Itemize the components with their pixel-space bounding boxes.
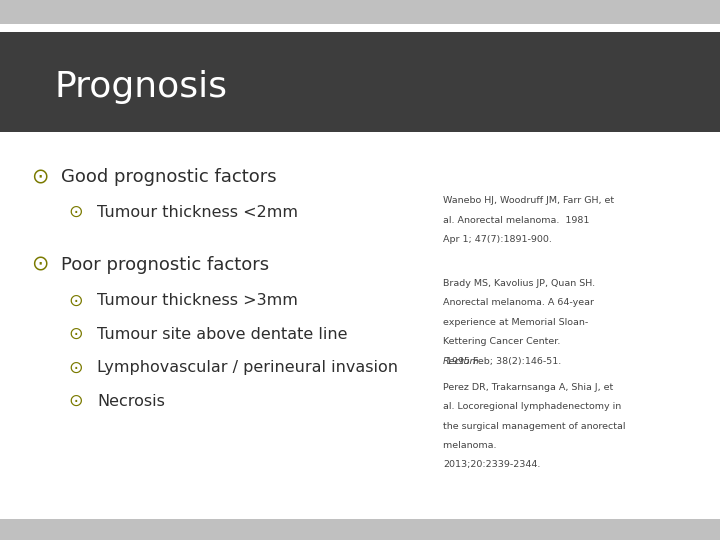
Text: Tumour thickness <2mm: Tumour thickness <2mm [97, 205, 298, 220]
Text: ⊙: ⊙ [68, 292, 83, 310]
Text: al. Locoregional lymphadenectomy in: al. Locoregional lymphadenectomy in [443, 402, 621, 411]
Text: ⊙: ⊙ [68, 392, 83, 410]
Text: Anorectal melanoma. A 64-year: Anorectal melanoma. A 64-year [443, 299, 594, 307]
Text: the surgical management of anorectal: the surgical management of anorectal [443, 422, 625, 430]
Text: Prognosis: Prognosis [54, 71, 227, 104]
Text: ⊙: ⊙ [68, 359, 83, 377]
Text: 1995 Feb; 38(2):146-51.: 1995 Feb; 38(2):146-51. [443, 357, 561, 366]
Text: experience at Memorial Sloan-: experience at Memorial Sloan- [443, 318, 588, 327]
Bar [0, 0, 720, 24]
Text: al. Anorectal melanoma.  1981: al. Anorectal melanoma. 1981 [443, 216, 589, 225]
Text: Tumour thickness >3mm: Tumour thickness >3mm [97, 293, 298, 308]
Text: ⊙: ⊙ [68, 325, 83, 343]
Text: Lymphovascular / perineural invasion: Lymphovascular / perineural invasion [97, 360, 398, 375]
Text: ⊙: ⊙ [31, 167, 48, 187]
Text: Good prognostic factors: Good prognostic factors [61, 168, 276, 186]
Text: Tumour site above dentate line: Tumour site above dentate line [97, 327, 348, 342]
Text: Brady MS, Kavolius JP, Quan SH.: Brady MS, Kavolius JP, Quan SH. [443, 279, 595, 288]
Text: Perez DR, Trakarnsanga A, Shia J, et: Perez DR, Trakarnsanga A, Shia J, et [443, 383, 613, 391]
Bar [0, 32, 720, 132]
Text: Apr 1; 47(7):1891-900.: Apr 1; 47(7):1891-900. [443, 235, 552, 244]
Text: Kettering Cancer Center.: Kettering Cancer Center. [443, 338, 563, 346]
Text: ⊙: ⊙ [68, 203, 83, 221]
Text: Rectum.: Rectum. [443, 357, 482, 366]
Text: melanoma.: melanoma. [443, 441, 499, 450]
Text: ⊙: ⊙ [31, 254, 48, 275]
Text: Wanebo HJ, Woodruff JM, Farr GH, et: Wanebo HJ, Woodruff JM, Farr GH, et [443, 197, 614, 205]
Bar [0, 519, 720, 540]
Text: 2013;20:2339-2344.: 2013;20:2339-2344. [443, 461, 540, 469]
Text: Poor prognostic factors: Poor prognostic factors [61, 255, 269, 274]
Text: Necrosis: Necrosis [97, 394, 165, 409]
